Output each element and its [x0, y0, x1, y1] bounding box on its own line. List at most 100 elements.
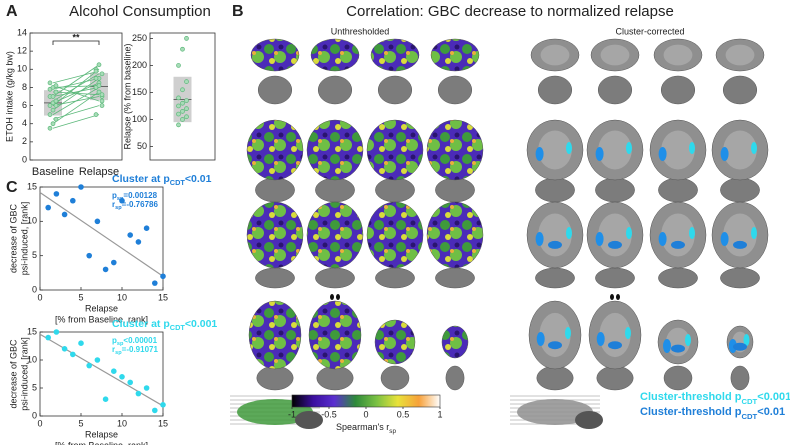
- panel-title: Alcohol Consumption: [69, 3, 211, 20]
- point: [127, 232, 133, 238]
- y-axis-label: ETOH intake (g/kg bw): [4, 51, 14, 142]
- plot-frame: [149, 32, 216, 161]
- point: [180, 117, 185, 122]
- pair-line: [52, 78, 100, 111]
- point: [143, 225, 150, 231]
- cluster: [751, 142, 757, 154]
- x-axis-label: Relapse: [85, 429, 118, 439]
- point: [61, 346, 68, 352]
- x-tick-label: 0: [37, 418, 42, 428]
- cerebellum: [660, 75, 696, 105]
- point: [176, 111, 181, 117]
- point: [47, 80, 53, 86]
- colorbar-tick-label: 0.5: [397, 409, 410, 419]
- annotation-sub: sp: [115, 205, 122, 211]
- cerebellum: [537, 75, 573, 105]
- annotation-text: r: [112, 200, 115, 209]
- point: [61, 211, 68, 218]
- point: [176, 103, 181, 109]
- cerebellum: [658, 267, 698, 289]
- cerebellum: [536, 365, 574, 391]
- cerebellum: [435, 267, 475, 289]
- pair-line: [52, 64, 100, 97]
- brain-images: [230, 38, 769, 429]
- legend-entry-sub: CDT: [741, 412, 757, 421]
- brain-inner: [540, 44, 570, 66]
- point: [99, 98, 105, 104]
- point: [99, 71, 105, 77]
- point: [86, 252, 92, 259]
- brain-inner: [723, 213, 757, 257]
- y-tick-label: 6: [22, 100, 27, 110]
- point: [45, 204, 51, 211]
- point: [78, 340, 84, 347]
- cerebellum: [315, 177, 355, 203]
- pair-line: [52, 96, 100, 106]
- cluster: [566, 227, 572, 239]
- brain-slice: [426, 119, 484, 181]
- cluster: [565, 327, 571, 339]
- brain-slice: [441, 325, 469, 359]
- colorbar-tick-label: 1: [437, 409, 442, 419]
- panel-label: C: [6, 179, 18, 196]
- point: [176, 122, 181, 128]
- point: [184, 106, 189, 112]
- cerebellum: [595, 267, 635, 289]
- y-tick-label: 0: [32, 284, 37, 294]
- pair-line: [52, 73, 100, 102]
- point: [53, 103, 59, 108]
- sagittal-cerebellum: [575, 411, 603, 429]
- annotation-text: p: [112, 191, 117, 200]
- point: [47, 112, 53, 117]
- point: [93, 68, 99, 74]
- panel-label: B: [232, 3, 244, 20]
- cluster: [671, 344, 685, 353]
- point: [47, 103, 53, 108]
- cluster: [536, 332, 545, 346]
- cluster: [596, 332, 605, 346]
- bulb: [336, 294, 340, 300]
- y-tick-label: 100: [132, 114, 147, 124]
- point: [70, 351, 76, 358]
- x-tick-label: 15: [158, 292, 168, 302]
- brain-inner: [723, 130, 757, 170]
- legend-entry-text: Cluster-threshold p: [640, 406, 742, 418]
- cerebellum: [315, 267, 355, 289]
- x-tick-label: Baseline: [32, 166, 74, 178]
- x-axis-label: [% from Baseline, rank]: [55, 314, 148, 324]
- subtitle: Unthresholded: [331, 26, 390, 36]
- brain-inner: [538, 213, 572, 257]
- point: [180, 100, 185, 106]
- pair-line: [52, 91, 100, 125]
- cerebellum: [255, 267, 295, 289]
- brain-inner: [599, 312, 631, 358]
- annotation-text: <0.001: [185, 318, 218, 330]
- pair-line: [52, 87, 100, 97]
- colorbar-label-text: Spearman's r: [336, 422, 389, 432]
- brain-inner: [663, 44, 693, 66]
- cerebellum: [596, 365, 634, 391]
- y-tick-label: 15: [27, 326, 37, 336]
- x-axis-label: [% from Baseline, rank]: [55, 440, 148, 445]
- bulb: [610, 294, 614, 300]
- cluster: [689, 227, 695, 239]
- point: [176, 95, 181, 101]
- pair-line: [52, 85, 100, 88]
- pair-line: [52, 105, 100, 120]
- point: [102, 396, 109, 403]
- point: [119, 374, 125, 380]
- y-axis-label: psi-induced, [rank]: [19, 337, 29, 411]
- legend-entry-sub: CDT: [741, 397, 757, 406]
- panel-label: A: [6, 3, 18, 20]
- y-tick-label: 4: [22, 118, 27, 128]
- y-tick-label: 0: [32, 410, 37, 420]
- cerebellum: [317, 75, 353, 105]
- point: [111, 368, 117, 375]
- cerebellum: [375, 177, 415, 203]
- y-tick-label: 12: [17, 46, 27, 56]
- cluster: [733, 342, 747, 351]
- y-axis-label: Relapse (% from baseline): [122, 43, 132, 149]
- cerebellum: [316, 365, 354, 391]
- cluster: [685, 334, 691, 346]
